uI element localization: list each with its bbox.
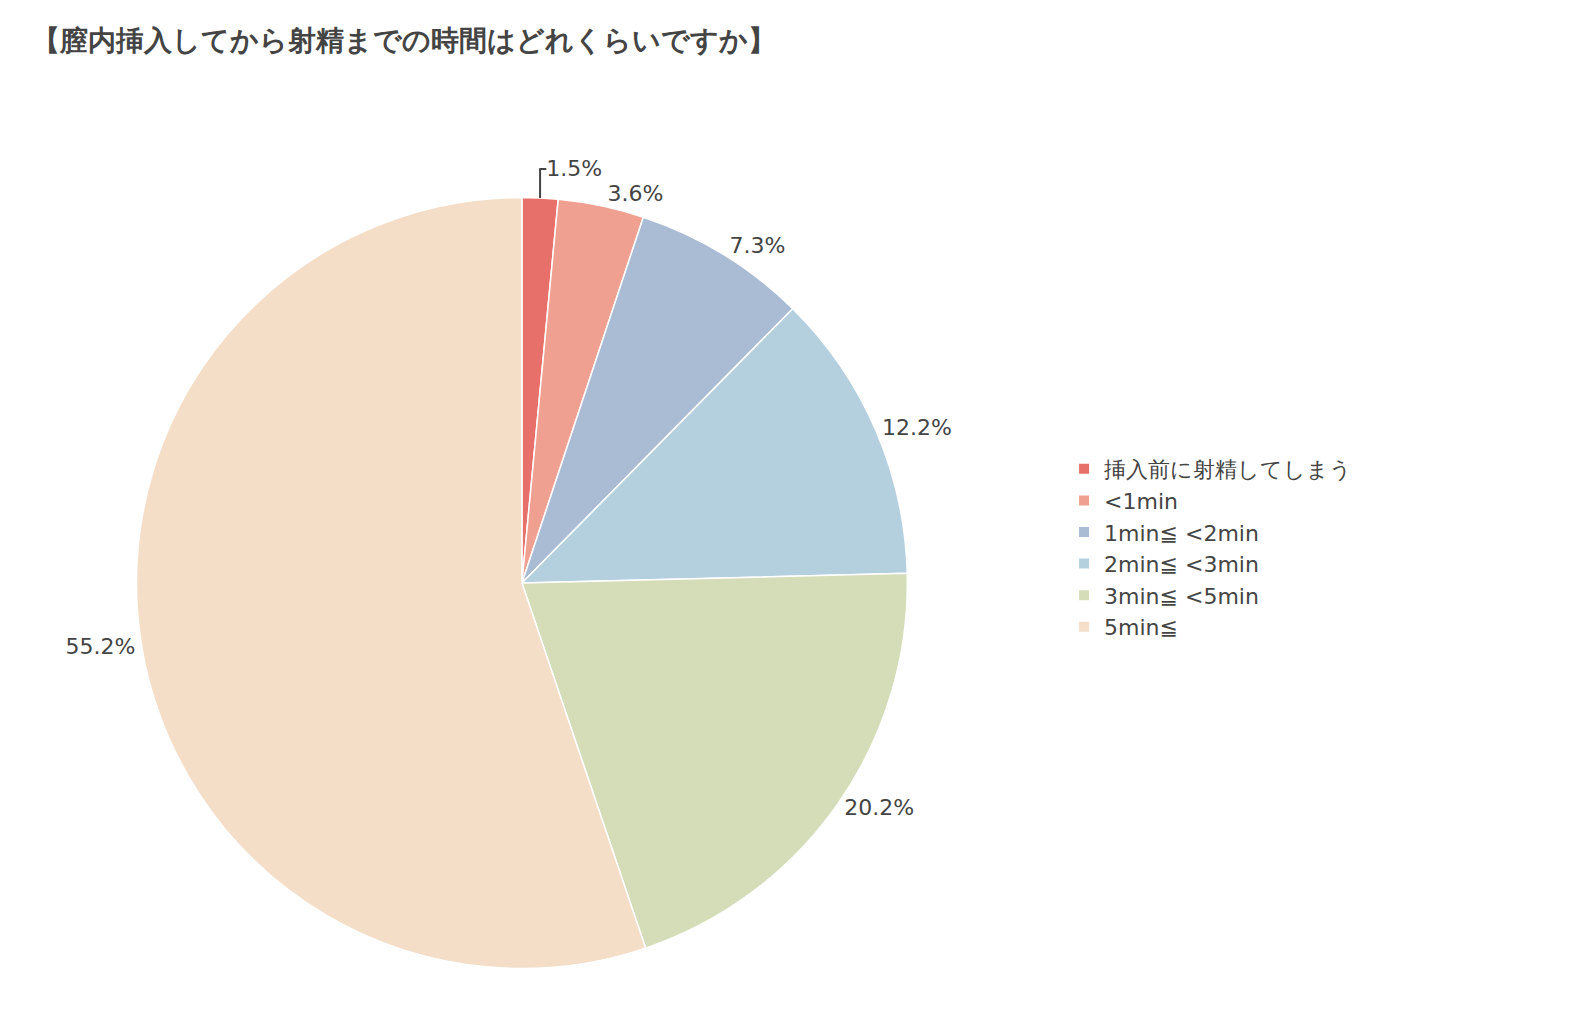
svg-text:5min≦: 5min≦ bbox=[1104, 615, 1178, 640]
svg-text:<1min: <1min bbox=[1104, 489, 1178, 514]
svg-text:【膣内挿入してから射精までの時間はどれくらいですか】: 【膣内挿入してから射精までの時間はどれくらいですか】 bbox=[32, 24, 776, 57]
svg-text:挿入前に射精してしまう: 挿入前に射精してしまう bbox=[1104, 457, 1352, 482]
svg-text:12.2%: 12.2% bbox=[882, 415, 952, 440]
svg-text:55.2%: 55.2% bbox=[65, 634, 135, 659]
svg-text:3min≦ <5min: 3min≦ <5min bbox=[1104, 584, 1259, 609]
svg-text:1min≦ <2min: 1min≦ <2min bbox=[1104, 521, 1259, 546]
svg-text:7.3%: 7.3% bbox=[730, 233, 786, 258]
svg-text:1.5%: 1.5% bbox=[546, 156, 602, 181]
svg-text:2min≦ <3min: 2min≦ <3min bbox=[1104, 552, 1259, 577]
svg-text:3.6%: 3.6% bbox=[608, 181, 664, 206]
svg-text:20.2%: 20.2% bbox=[844, 795, 914, 820]
